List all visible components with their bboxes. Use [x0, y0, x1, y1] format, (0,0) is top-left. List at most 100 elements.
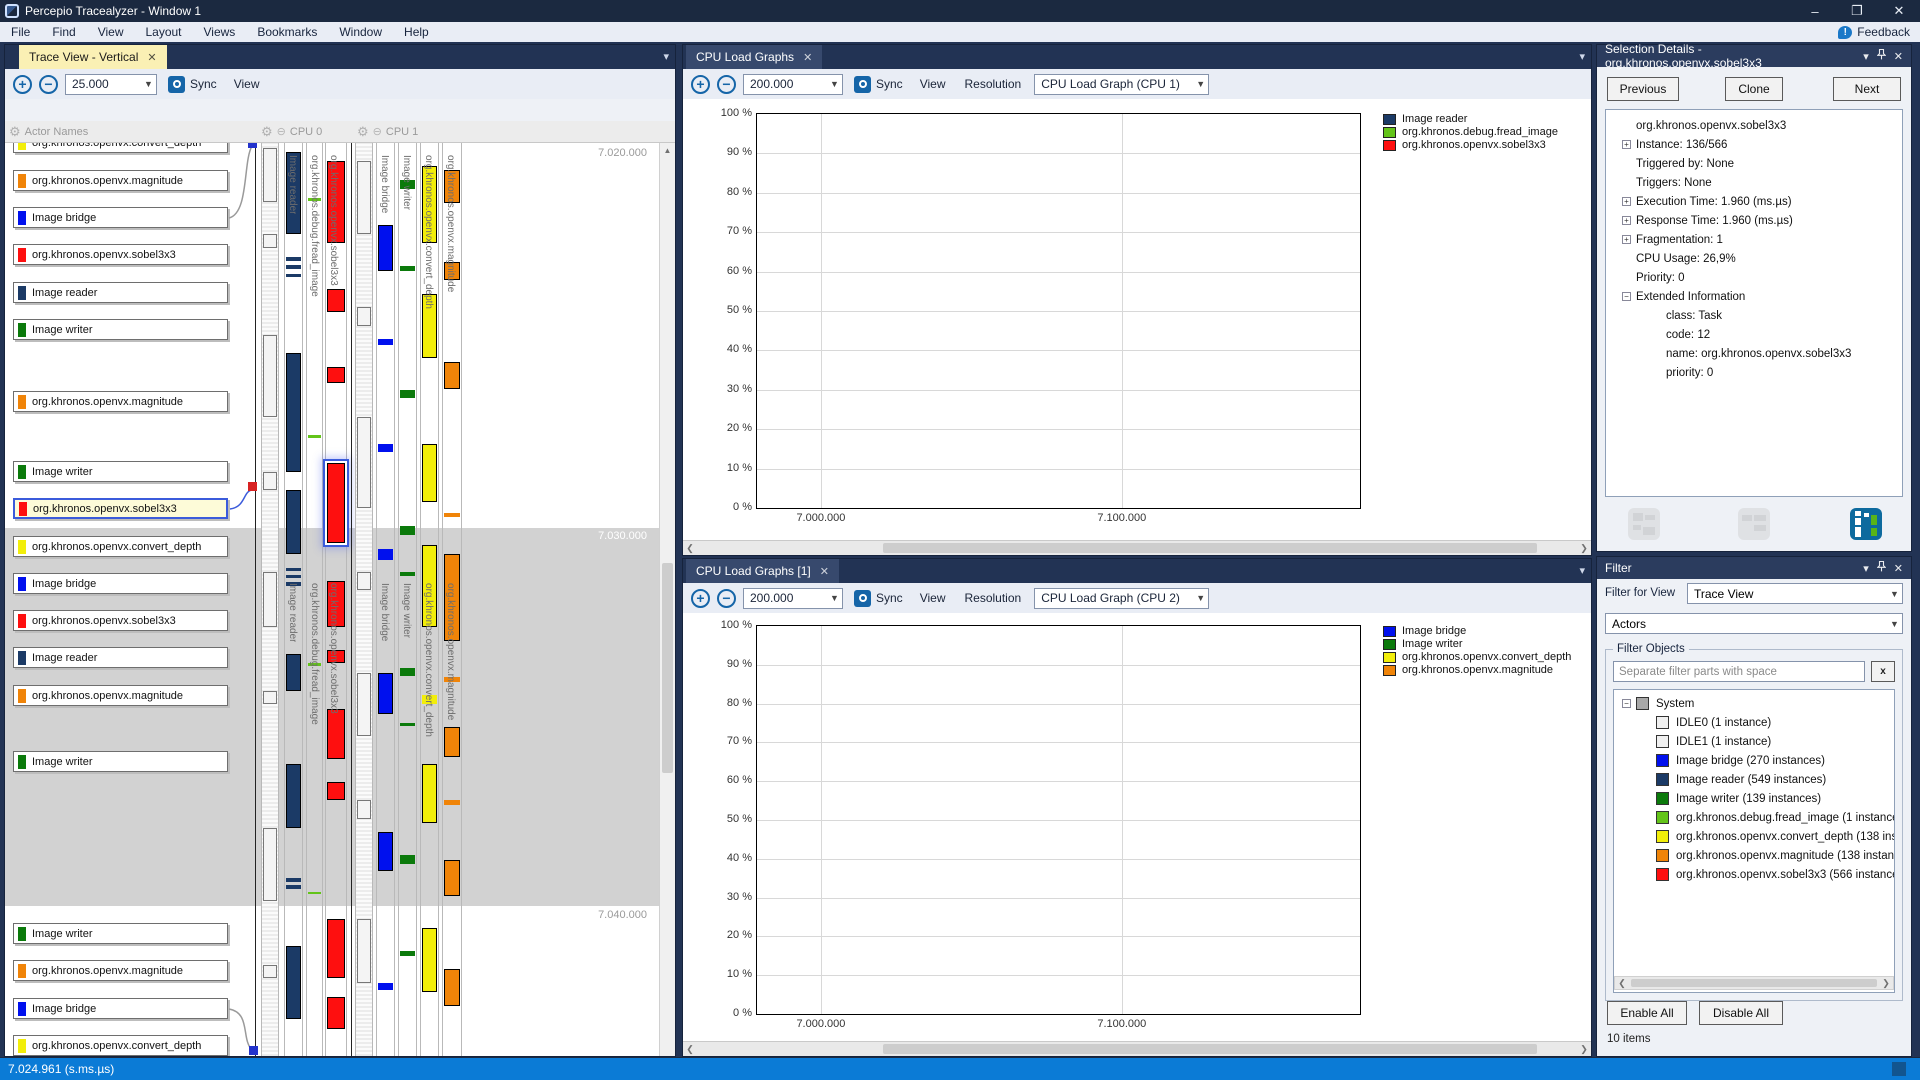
trace-event[interactable] — [263, 964, 277, 979]
trace-event[interactable] — [308, 435, 321, 438]
tree-item[interactable]: + Response Time: 1.960 (ms.µs) — [1608, 211, 1900, 230]
trace-event[interactable] — [286, 582, 301, 586]
tree-item[interactable]: priority: 0 — [1608, 363, 1900, 382]
trace-event[interactable] — [327, 919, 345, 979]
trace-event[interactable] — [286, 265, 301, 269]
color-checkbox[interactable] — [1656, 754, 1669, 767]
trace-event[interactable] — [357, 416, 371, 509]
zoom-in-icon[interactable]: + — [691, 588, 710, 608]
color-checkbox[interactable] — [1656, 773, 1669, 786]
trace-event[interactable] — [263, 234, 277, 248]
trace-lane-sobel3x3-cpu0[interactable]: org.khronos.openvx.sobel3x3 org.khronos.o… — [325, 143, 347, 1056]
actor-label[interactable]: org.khronos.openvx.convert_depth — [13, 1035, 228, 1056]
menu-item-window[interactable]: Window — [339, 25, 383, 39]
tree-item[interactable]: Image reader (549 instances) — [1614, 770, 1894, 789]
trace-event[interactable] — [308, 891, 321, 895]
close-icon[interactable]: ✕ — [1893, 50, 1903, 63]
pin-icon[interactable] — [1876, 560, 1887, 575]
resolution-menu-button[interactable]: Resolution — [964, 591, 1022, 605]
tree-item[interactable]: org.khronos.openvx.sobel3x3 (566 instanc… — [1614, 865, 1894, 884]
trace-event[interactable] — [263, 827, 277, 901]
trace-event[interactable] — [286, 567, 301, 572]
trace-event[interactable] — [286, 273, 301, 278]
trace-event[interactable] — [286, 352, 301, 472]
tree-item[interactable]: org.khronos.debug.fread_image (1 instanc… — [1614, 808, 1894, 827]
sync-button[interactable]: Sync — [850, 74, 907, 95]
trace-event[interactable] — [422, 165, 437, 244]
trace-event[interactable] — [286, 877, 301, 882]
zoom-out-icon[interactable]: − — [717, 588, 736, 608]
trace-event[interactable] — [327, 366, 345, 384]
chevron-down-icon[interactable]: ▾ — [1579, 51, 1585, 63]
trace-event[interactable] — [327, 709, 345, 760]
tree-item[interactable]: class: Task — [1608, 306, 1900, 325]
view-trace-icon-active[interactable] — [1849, 507, 1883, 541]
trace-event[interactable] — [357, 800, 371, 819]
actor-label[interactable]: org.khronos.openvx.sobel3x3 — [13, 498, 228, 519]
trace-event[interactable] — [327, 649, 345, 664]
previous-button[interactable]: Previous — [1607, 77, 1679, 101]
actor-label[interactable]: Image bridge — [13, 573, 228, 594]
color-checkbox[interactable] — [1656, 811, 1669, 824]
chart2-horizontal-scrollbar[interactable]: ❮ ❯ — [683, 1041, 1591, 1056]
trace-event[interactable] — [378, 672, 393, 714]
tree-item[interactable]: Triggered by: None — [1608, 154, 1900, 173]
close-tab-icon[interactable]: ✕ — [147, 51, 157, 64]
close-tab-icon[interactable]: ✕ — [819, 565, 829, 578]
filter-view-combo[interactable]: Trace View ▼ — [1687, 583, 1903, 604]
trace-lane-magnitude[interactable]: org.khronos.openvx.magnitude org.khronos.… — [442, 143, 462, 1056]
graph-select-combo[interactable]: CPU Load Graph (CPU 1) ▼ — [1034, 73, 1210, 95]
color-checkbox[interactable] — [1656, 868, 1669, 881]
trace-event[interactable] — [444, 512, 460, 518]
trace-event[interactable] — [422, 928, 437, 993]
actor-label[interactable]: org.khronos.openvx.convert_depth — [13, 536, 228, 557]
trace-lane-convert-depth[interactable]: org.khronos.openvx.convert_depth org.khro… — [420, 143, 439, 1056]
tree-item[interactable]: name: org.khronos.openvx.sobel3x3 — [1608, 344, 1900, 363]
trace-lane-image-bridge[interactable]: Image bridge Image bridge — [376, 143, 395, 1056]
menu-item-view[interactable]: View — [97, 25, 124, 39]
filter-tree-scrollbar[interactable]: ❮ ❯ — [1614, 976, 1894, 990]
actor-label[interactable]: Image bridge — [13, 998, 228, 1019]
trace-lane-idle0[interactable] — [261, 143, 279, 1056]
trace-event[interactable] — [422, 544, 437, 627]
trace-event[interactable] — [327, 289, 345, 312]
trace-lane-image-writer[interactable]: Image writer Image writer — [398, 143, 417, 1056]
menu-item-help[interactable]: Help — [404, 25, 429, 39]
gear-icon[interactable]: ⚙ — [357, 123, 369, 139]
color-checkbox[interactable] — [1656, 849, 1669, 862]
scrollbar-thumb[interactable] — [882, 543, 1537, 553]
chart1-plot[interactable]: 100 % 90 % 80 % 70 % 60 % 50 % 40 % 30 % 20 % 10 … — [721, 107, 1361, 524]
trace-event[interactable] — [357, 572, 371, 591]
actor-label[interactable]: org.khronos.openvx.magnitude — [13, 685, 228, 706]
tree-item[interactable]: IDLE0 (1 instance) — [1614, 713, 1894, 732]
trace-event[interactable] — [444, 969, 460, 1006]
trace-event[interactable] — [444, 727, 460, 757]
trace-event[interactable] — [400, 572, 415, 576]
scroll-right-icon[interactable]: ❯ — [1580, 1043, 1588, 1054]
trace-event[interactable] — [422, 293, 437, 358]
trace-event[interactable] — [422, 444, 437, 502]
scroll-left-icon[interactable]: ❮ — [1618, 977, 1626, 988]
chart1-zoom-combo[interactable]: 200.000 ▼ — [743, 73, 843, 95]
clone-button[interactable]: Clone — [1725, 77, 1783, 101]
trace-event[interactable] — [286, 946, 301, 1020]
trace-event[interactable] — [286, 885, 301, 889]
trace-event[interactable] — [444, 677, 460, 682]
trace-event[interactable] — [327, 581, 345, 627]
trace-event[interactable] — [378, 339, 393, 345]
tree-item[interactable]: Triggers: None — [1608, 173, 1900, 192]
feedback-button[interactable]: ! Feedback — [1838, 25, 1920, 39]
trace-lane-idle1[interactable] — [355, 143, 373, 1056]
chart2-zoom-combo[interactable]: 200.000 ▼ — [743, 587, 843, 609]
tree-item[interactable]: + Execution Time: 1.960 (ms.µs) — [1608, 192, 1900, 211]
filter-search-input[interactable]: Separate filter parts with space — [1613, 661, 1865, 682]
sync-button[interactable]: Sync — [164, 74, 221, 95]
chart1-horizontal-scrollbar[interactable]: ❮ ❯ — [683, 540, 1591, 555]
tree-item[interactable]: org.khronos.openvx.sobel3x3 — [1608, 116, 1900, 135]
trace-event[interactable] — [327, 782, 345, 801]
trace-event[interactable] — [308, 197, 321, 201]
tab-cpu-load-graphs-1[interactable]: CPU Load Graphs [1] ✕ — [686, 559, 839, 583]
trace-event[interactable] — [263, 690, 277, 705]
trace-event[interactable] — [378, 549, 393, 561]
close-icon[interactable]: ✕ — [1893, 562, 1903, 575]
